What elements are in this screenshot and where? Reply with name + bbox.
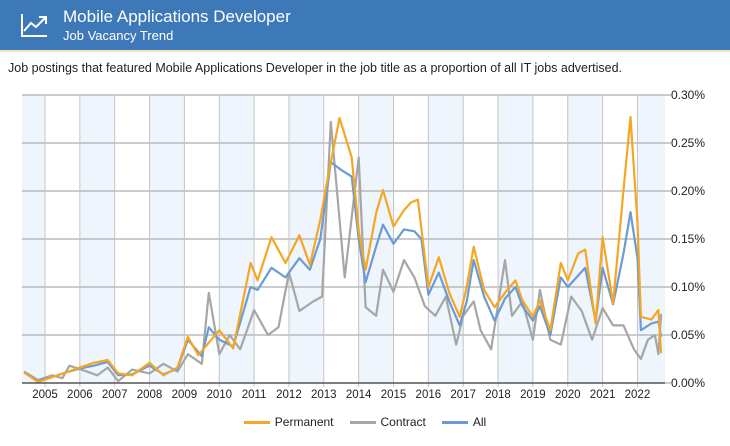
x-tick-label: 2013: [311, 389, 337, 401]
series-line-all: [23, 161, 663, 383]
series-line-contract: [23, 120, 663, 383]
page-title: Mobile Applications Developer: [63, 7, 291, 26]
x-tick-label: 2012: [276, 389, 302, 401]
x-tick-label: 2016: [416, 389, 442, 401]
y-tick-label: 0.10%: [671, 280, 705, 294]
x-tick-label: 2020: [555, 389, 581, 401]
x-tick-label: 2015: [381, 389, 407, 401]
legend-label: Contract: [380, 415, 426, 429]
x-tick-label: 2008: [137, 389, 163, 401]
y-tick-label: 0.20%: [671, 184, 705, 198]
page-subtitle: Job Vacancy Trend: [63, 28, 174, 43]
y-tick-label: 0.30%: [671, 88, 705, 102]
x-tick-label: 2019: [520, 389, 546, 401]
x-tick-label: 2010: [206, 389, 232, 401]
chart-legend: Permanent Contract All: [0, 415, 730, 429]
x-tick-label: 2011: [242, 389, 267, 401]
x-tick-label: 2006: [67, 389, 93, 401]
legend-swatch: [441, 420, 468, 424]
header-bar: Mobile Applications Developer Job Vacanc…: [0, 0, 730, 52]
y-tick-label: 0.25%: [671, 136, 705, 150]
legend-label: Permanent: [274, 415, 334, 429]
y-tick-label: 0.15%: [671, 232, 705, 246]
legend-item-contract[interactable]: Contract: [349, 415, 426, 429]
trend-chart-icon: [21, 14, 47, 37]
chart-description: Job postings that featured Mobile Applic…: [8, 61, 623, 75]
legend-swatch: [349, 420, 376, 424]
series-line-permanent: [23, 116, 663, 384]
x-tick-label: 2022: [625, 389, 651, 401]
x-tick-label: 2014: [346, 389, 372, 401]
legend-item-all[interactable]: All: [441, 415, 487, 429]
x-tick-label: 2017: [450, 389, 476, 401]
legend-swatch: [243, 420, 270, 424]
x-tick-label: 2007: [102, 389, 128, 401]
y-tick-label: 0.05%: [671, 328, 705, 342]
x-tick-label: 2005: [32, 389, 58, 401]
x-tick-label: 2021: [590, 389, 616, 401]
legend-item-permanent[interactable]: Permanent: [243, 415, 334, 429]
y-tick-label: 0.00%: [671, 376, 705, 390]
legend-label: All: [472, 415, 487, 429]
x-tick-label: 2018: [485, 389, 511, 401]
x-tick-label: 2009: [172, 389, 198, 401]
